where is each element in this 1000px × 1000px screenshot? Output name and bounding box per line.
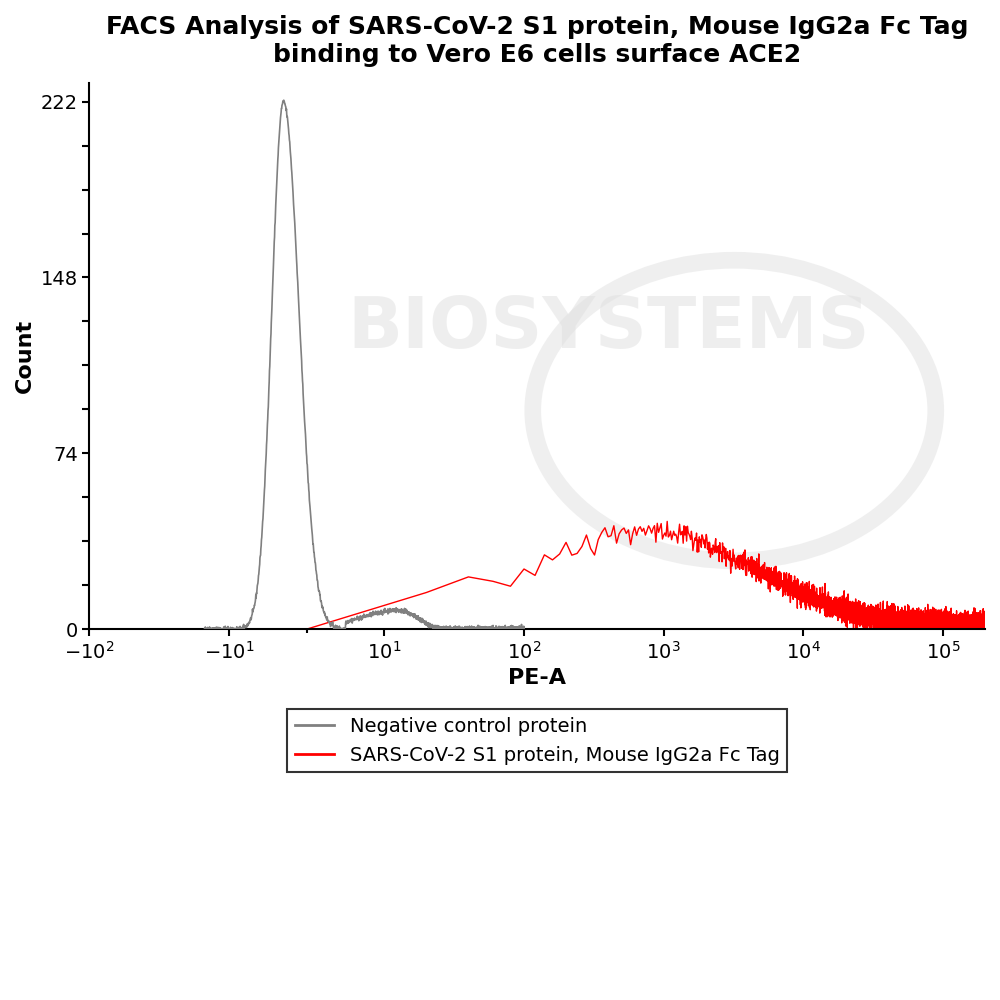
Text: BIOSYSTEMS: BIOSYSTEMS [348,294,870,363]
X-axis label: PE-A: PE-A [508,668,566,688]
Title: FACS Analysis of SARS-CoV-2 S1 protein, Mouse IgG2a Fc Tag
binding to Vero E6 ce: FACS Analysis of SARS-CoV-2 S1 protein, … [106,15,968,67]
Legend: Negative control protein, SARS-CoV-2 S1 protein, Mouse IgG2a Fc Tag: Negative control protein, SARS-CoV-2 S1 … [287,709,787,772]
Y-axis label: Count: Count [15,319,35,393]
